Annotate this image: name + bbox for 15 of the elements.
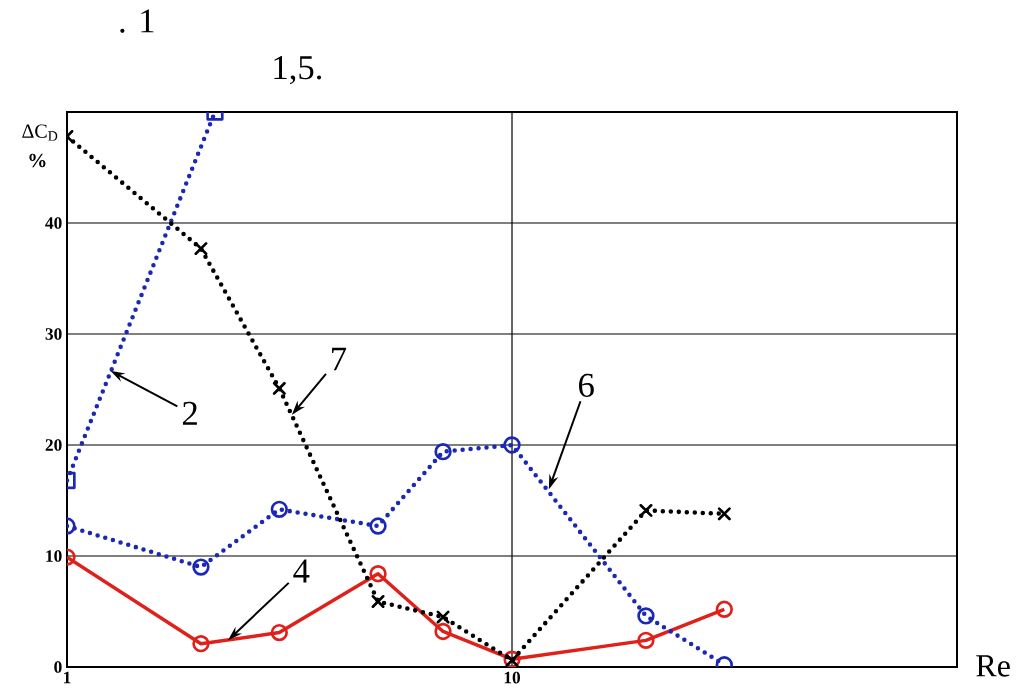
annotation: 4 bbox=[293, 559, 310, 583]
annotation: 7 bbox=[332, 347, 347, 371]
y-tick-label: 0 bbox=[54, 661, 62, 673]
text: % bbox=[29, 153, 46, 168]
annotation: 6 bbox=[578, 373, 594, 398]
x-tick-label: 1 bbox=[64, 671, 71, 684]
annotation: 2 bbox=[182, 401, 197, 425]
x-axis-title: Re bbox=[976, 655, 1010, 677]
y-tick-label: 40 bbox=[45, 217, 62, 229]
chart-title: . 1 bbox=[120, 9, 154, 33]
y-tick-label: 20 bbox=[45, 439, 62, 451]
y-tick-label: 30 bbox=[45, 328, 62, 340]
chart-subtitle: 1,5. bbox=[274, 56, 322, 85]
y-tick-label: 10 bbox=[46, 550, 62, 562]
y-axis-title: ΔC$_{D}$ bbox=[22, 124, 58, 141]
